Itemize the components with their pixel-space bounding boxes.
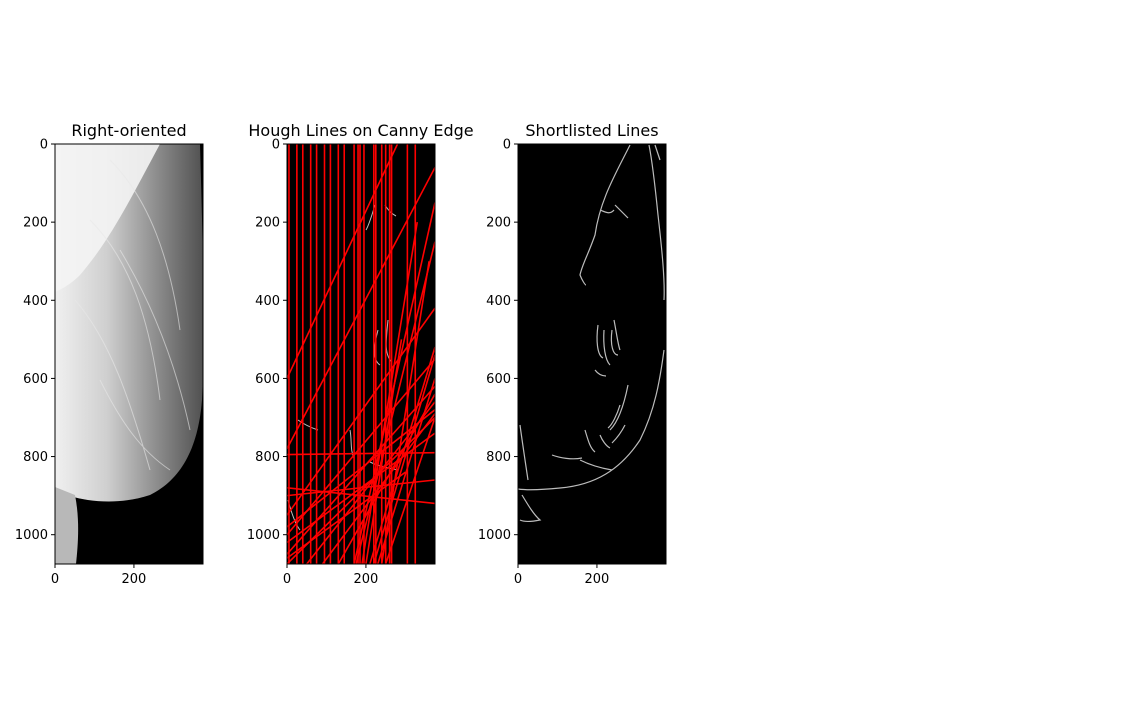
y-tick-label: 400 — [486, 294, 511, 309]
hough-line — [380, 261, 430, 564]
hough-line — [287, 167, 435, 450]
y-tick-label: 400 — [255, 294, 280, 309]
x-axis: 0 200 — [514, 564, 609, 587]
mammogram-image — [55, 144, 203, 564]
x-tick-label: 200 — [354, 572, 379, 587]
shortlisted-image — [518, 144, 666, 564]
x-axis: 0 200 — [283, 564, 378, 587]
y-tick-label: 400 — [23, 294, 48, 309]
hough-line — [384, 417, 435, 564]
x-tick-label: 0 — [283, 572, 291, 587]
y-tick-label: 0 — [40, 138, 48, 153]
y-tick-label: 200 — [255, 216, 280, 231]
hough-line — [365, 339, 403, 564]
y-tick-label: 600 — [255, 372, 280, 387]
hough-line — [287, 358, 435, 536]
x-axis: 0 200 — [51, 564, 146, 587]
x-tick-label: 200 — [122, 572, 147, 587]
panel-title: Right-oriented — [71, 121, 186, 140]
panel-hough-lines: Hough Lines on Canny Edge 0 200 400 600 800 1… — [247, 121, 474, 587]
hough-line — [287, 471, 406, 559]
panel-shortlisted-lines: Shortlisted Lines — [478, 121, 667, 587]
hough-line — [369, 346, 435, 564]
y-tick-label: 800 — [255, 450, 280, 465]
y-tick-label: 600 — [23, 372, 48, 387]
y-tick-label: 600 — [486, 372, 511, 387]
panel-title: Hough Lines on Canny Edge — [248, 121, 473, 140]
y-axis: 0 200 400 600 800 1000 — [247, 138, 287, 543]
y-tick-label: 200 — [23, 216, 48, 231]
y-tick-label: 1000 — [15, 528, 48, 543]
hough-line — [337, 393, 435, 564]
hough-line — [287, 479, 435, 497]
x-tick-label: 0 — [514, 572, 522, 587]
panel-right-oriented: Right-oriented 0 200 400 600 800 1000 0 200 — [15, 121, 204, 587]
x-tick-label: 200 — [585, 572, 610, 587]
y-tick-label: 800 — [486, 450, 511, 465]
y-tick-label: 0 — [272, 138, 280, 153]
y-axis: 0 200 400 600 800 1000 — [15, 138, 55, 543]
y-tick-label: 0 — [503, 138, 511, 153]
x-tick-label: 0 — [51, 572, 59, 587]
hough-line — [287, 144, 399, 379]
y-tick-label: 1000 — [478, 528, 511, 543]
hough-line — [321, 413, 435, 564]
hough-line — [373, 354, 435, 564]
panel-title: Shortlisted Lines — [525, 121, 658, 140]
y-tick-label: 200 — [486, 216, 511, 231]
y-tick-label: 800 — [23, 450, 48, 465]
hough-line — [287, 385, 435, 555]
y-axis: 0 200 400 600 800 1000 — [478, 138, 518, 543]
y-tick-label: 1000 — [247, 528, 280, 543]
hough-image — [287, 144, 435, 564]
hough-line — [287, 451, 435, 456]
hough-lines-group — [287, 144, 435, 564]
hough-line — [306, 401, 435, 564]
